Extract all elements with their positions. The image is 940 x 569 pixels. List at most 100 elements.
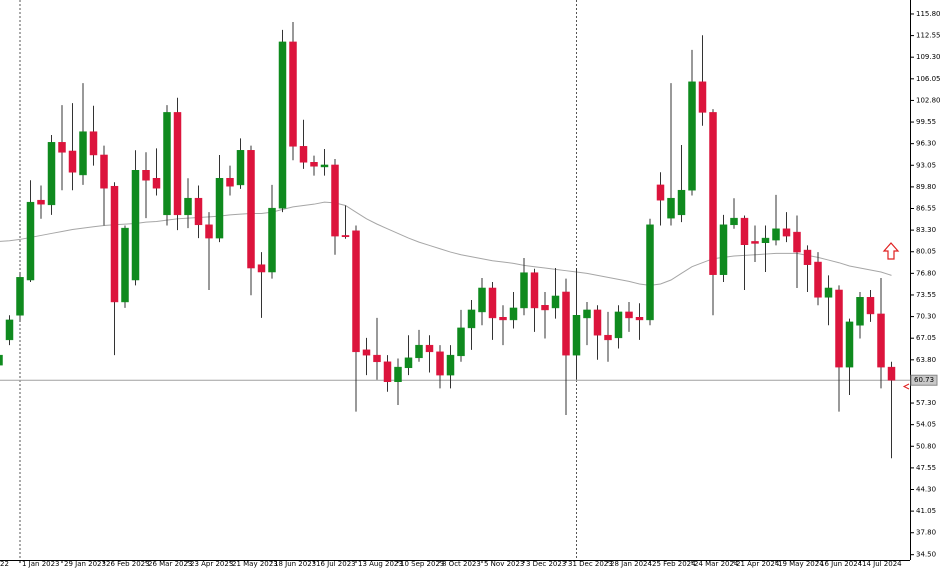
candle-body (26, 201, 35, 281)
signal-arrow (882, 242, 900, 260)
x-tick-label: 13 Aug 2023 (358, 560, 403, 568)
y-tick-label: 70.30 (916, 313, 936, 321)
candle-body (184, 197, 192, 216)
candle-body (257, 264, 266, 273)
candle-body (761, 237, 770, 244)
candle-body (247, 150, 255, 269)
price-marker (902, 383, 910, 390)
candle-body (730, 217, 738, 226)
candle-body (751, 241, 759, 244)
y-tick-label: 93.05 (916, 161, 936, 169)
y-tick-label: 83.30 (916, 226, 936, 234)
candle-body (814, 261, 822, 298)
candle-body (142, 170, 150, 181)
candle-body (614, 311, 623, 339)
candle-body (698, 81, 707, 113)
candle-body (425, 344, 434, 353)
candle-body (667, 197, 675, 219)
candle-body (331, 164, 339, 237)
current-price-box (910, 374, 938, 386)
y-tick-label: 80.05 (916, 248, 936, 256)
candle-body (677, 189, 686, 216)
candle-body (383, 361, 392, 383)
candle-body (289, 41, 297, 147)
x-tick-label: 3 Dec 2023 (526, 560, 566, 568)
y-tick-label: 99.55 (916, 118, 936, 126)
candle-body (89, 131, 98, 156)
candle-body (341, 235, 350, 238)
x-tick-label: 10 Sep 2023 (400, 560, 444, 568)
candle-body (320, 164, 329, 168)
x-tick-label: 16 Jul 2023 (316, 560, 356, 568)
x-tick-label: 8 Oct 2023 (442, 560, 481, 568)
candle-body (520, 272, 528, 309)
x-tick-label: 21 Apr 2024 (736, 560, 780, 568)
candle-body (152, 177, 161, 189)
candle-body (824, 287, 833, 298)
candle-body (803, 249, 812, 265)
y-tick-label: 109.30 (916, 53, 940, 61)
candle-body (173, 112, 182, 216)
moving-average (0, 201, 892, 286)
x-tick-label: 28 Jan 2024 (610, 560, 653, 568)
x-tick-label: 29 Jan 2023 (64, 560, 106, 568)
candle-body (562, 291, 570, 356)
candle-body (0, 354, 3, 366)
candle-body (488, 287, 497, 319)
candle-body (110, 185, 119, 303)
candle-body (58, 142, 66, 153)
candle-body (793, 231, 801, 253)
candle-body (79, 131, 87, 176)
candle-body (593, 309, 602, 336)
y-tick-label: 63.80 (916, 356, 936, 364)
candle-body (583, 309, 591, 319)
current-price-label: 60.73 (914, 376, 934, 384)
candle-body (37, 199, 45, 205)
x-tick-label: 19 May 2024 (778, 560, 824, 568)
candle-body (121, 227, 129, 303)
x-tick-label: 26 Feb 2023 (106, 560, 150, 568)
candle-body (656, 184, 665, 201)
y-tick-label: 34.50 (916, 551, 936, 559)
candle-body (688, 81, 696, 191)
candle-body (68, 150, 77, 173)
candle-body (415, 344, 423, 359)
candle-body (541, 305, 549, 311)
candle-body (530, 272, 539, 309)
candle-body (16, 277, 24, 316)
y-tick-label: 73.55 (916, 291, 936, 299)
candle-body (100, 154, 108, 189)
candle-body (352, 230, 360, 353)
candle-body (236, 150, 245, 186)
candle-body (551, 295, 560, 309)
x-tick-label: 26 Mar 2023 (148, 560, 192, 568)
candle-body (163, 112, 171, 216)
candle-body (635, 316, 644, 321)
candle-body (373, 354, 381, 363)
x-tick-label: 18 Jun 2023 (274, 560, 316, 568)
candle-body (194, 197, 203, 226)
x-tick-label: 25 Feb 2024 (652, 560, 696, 568)
y-tick-label: 37.80 (916, 529, 936, 537)
candle-body (131, 170, 140, 281)
x-tick-label: 31 Dec 2023 (568, 560, 613, 568)
candle-body (835, 289, 843, 368)
y-tick-label: 67.05 (916, 334, 936, 342)
candle-body (856, 297, 864, 326)
candle-body (719, 224, 728, 275)
y-tick-label: 57.30 (916, 399, 936, 407)
candle-body (278, 41, 287, 209)
candle-body (310, 162, 318, 167)
candle-body (478, 287, 486, 313)
y-tick-label: 96.30 (916, 140, 936, 148)
candle-body (268, 207, 276, 273)
candle-body (5, 319, 14, 341)
candle-body (625, 311, 633, 319)
x-tick-label: 23 Apr 2023 (190, 560, 233, 568)
candle-body (646, 224, 654, 321)
candle-body (47, 142, 56, 206)
candle-body (782, 228, 791, 237)
candle-body (436, 351, 444, 376)
